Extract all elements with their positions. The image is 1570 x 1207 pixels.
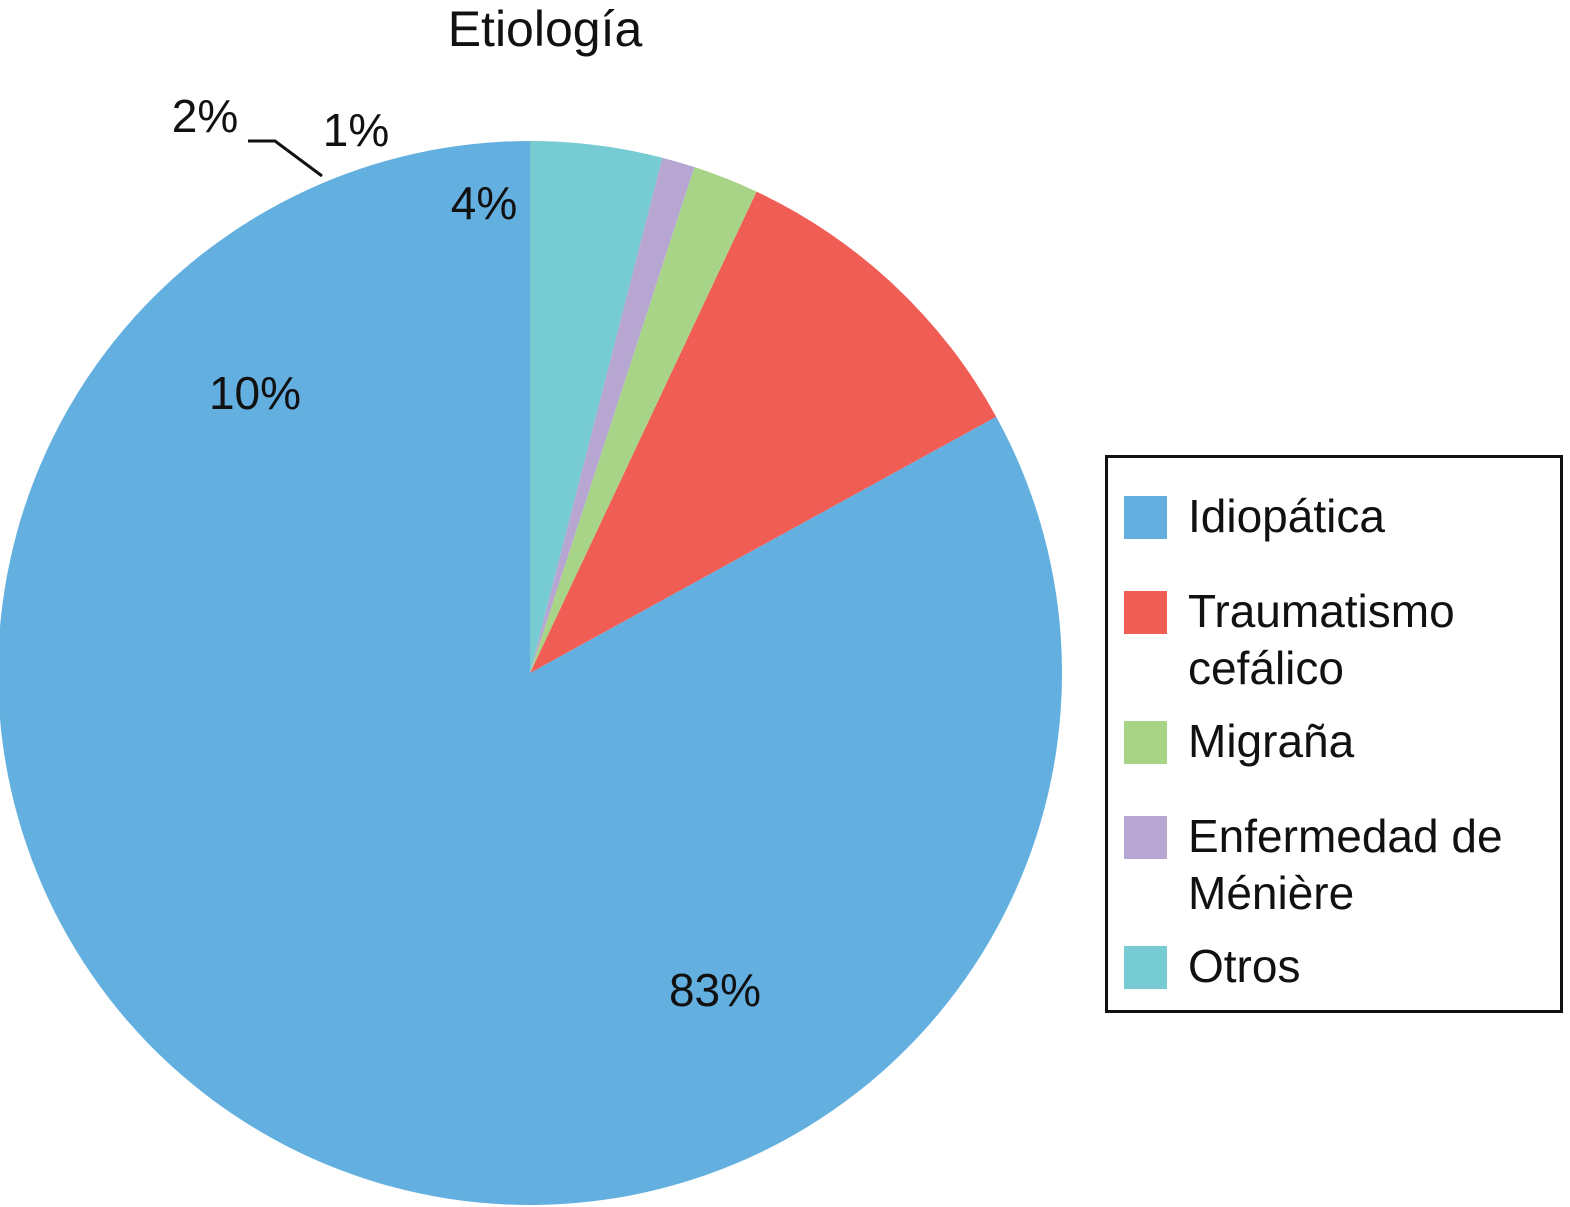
slice-labels: 83% 10% 2% 1% 4%: [172, 90, 761, 1016]
legend-label-migrana: Migraña: [1188, 715, 1355, 767]
slice-label-3: 1%: [323, 104, 389, 156]
slice-label-2: 2%: [172, 90, 238, 142]
legend-swatch-traumatismo: [1124, 591, 1167, 634]
legend-label-otros: Otros: [1188, 940, 1301, 992]
pie-slice-2: [530, 167, 757, 673]
label-leader-line: [248, 139, 323, 178]
legend: Idiopática Traumatismo cefálico Migraña …: [1105, 455, 1563, 1013]
chart-title: Etiología: [448, 1, 643, 57]
legend-label-meniere: Enfermedad de Ménière: [1188, 810, 1503, 919]
slice-label-0: 83%: [669, 964, 761, 1016]
pie-slice-1: [530, 191, 997, 673]
legend-swatch-migrana: [1124, 721, 1167, 764]
pie-slices: [0, 141, 1062, 1205]
pie-slice-3: [530, 157, 695, 674]
pie-slice-0: [0, 141, 1062, 1205]
legend-swatch-otros: [1124, 946, 1167, 989]
pie-slice-4: [530, 141, 663, 673]
legend-label-traumatismo: Traumatismo cefálico: [1188, 585, 1455, 694]
legend-label-idiopatica: Idiopática: [1188, 490, 1385, 542]
slice-label-1: 10%: [209, 367, 301, 419]
slice-label-4: 4%: [451, 177, 517, 229]
legend-swatch-meniere: [1124, 816, 1167, 859]
legend-swatch-idiopatica: [1124, 496, 1167, 539]
